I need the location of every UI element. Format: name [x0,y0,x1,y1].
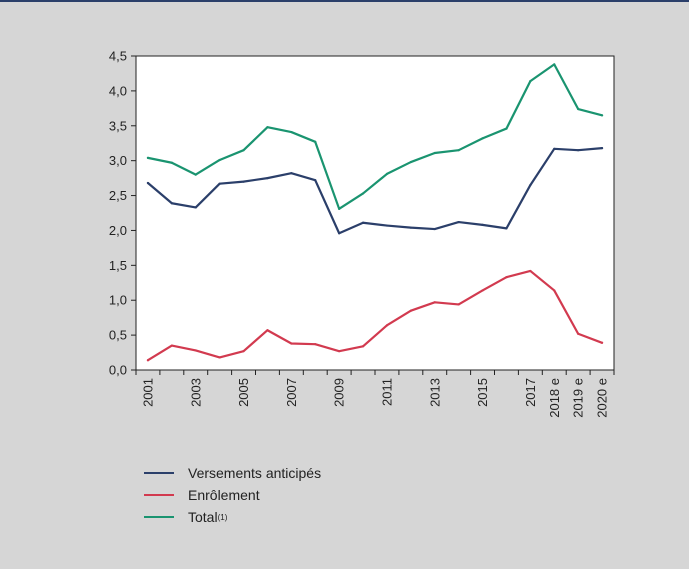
data-point [577,149,580,152]
data-point [385,324,389,327]
legend-item-enrolement: Enrôlement [144,484,321,506]
data-point [481,223,484,226]
x-tick-label: 2003 [188,378,203,407]
data-point [314,140,317,143]
data-point [481,137,484,140]
data-point [290,172,293,175]
data-point [481,289,484,292]
x-tick-label: 2019 e [571,378,586,418]
data-point [290,130,293,134]
data-point [385,224,389,227]
data-point [170,202,173,205]
data-point [409,309,412,312]
x-tick-label: 2011 [379,378,394,406]
data-point [553,63,556,66]
x-tick-label: 2009 [332,378,347,407]
data-point [194,206,197,209]
data-point [170,161,173,164]
data-point [529,183,532,187]
data-point [146,156,150,159]
data-point [553,147,556,150]
data-point [505,276,508,279]
y-tick-label: 0,0 [109,363,127,378]
data-point [314,179,317,182]
data-point [505,227,508,230]
data-point [338,232,341,235]
data-point [385,172,389,176]
y-tick-label: 2,0 [109,223,127,238]
data-point [361,221,365,224]
data-point [529,269,532,273]
data-point [218,356,221,359]
plot-area [135,55,615,371]
data-point [266,126,269,129]
data-point [146,181,150,185]
y-tick-label: 0,5 [109,328,127,343]
y-tick-label: 4,0 [109,83,127,98]
data-point [266,177,269,180]
y-tick-label: 3,0 [109,153,127,168]
data-point [314,343,317,346]
data-point [433,301,436,304]
legend-swatch-enrolement [144,494,174,496]
data-point [218,158,221,162]
data-point [218,182,221,185]
data-point [505,127,508,130]
data-point [194,173,197,176]
x-tick-label: 2017 [523,378,538,407]
legend-swatch-versements [144,472,174,474]
data-point [553,289,556,292]
y-tick-label: 4,5 [109,49,127,64]
data-point [600,114,604,117]
data-point [361,345,365,348]
data-point [242,180,245,183]
series-line-0 [146,147,604,235]
data-point [457,149,460,152]
data-point [457,303,460,306]
data-point [433,151,436,155]
legend-item-total: Total (1) [144,506,321,528]
series-line-1 [146,269,604,362]
y-tick-label: 3,5 [109,118,127,133]
x-tick-label: 2020 e [595,378,610,418]
x-tick-label: 2005 [236,378,251,407]
legend-label-total: Total [188,509,218,525]
legend-label-versements: Versements anticipés [188,465,322,481]
data-point [457,220,460,224]
x-tick-label: 2013 [427,378,442,407]
data-point [194,349,197,352]
legend-label-enrolement: Enrôlement [188,487,260,503]
data-point [433,227,436,231]
data-point [409,226,412,229]
chart-legend: Versements anticipés Enrôlement Total (1… [144,462,321,528]
data-point [577,107,580,111]
data-point [242,350,245,353]
legend-item-versements: Versements anticipés [144,462,321,484]
legend-footnote-total: (1) [217,512,228,522]
x-tick-label: 2001 [140,378,155,407]
data-point [290,342,293,345]
y-tick-label: 2,5 [109,188,127,203]
x-tick-label: 2015 [475,378,490,407]
y-tick-label: 1,0 [109,293,127,308]
data-point [361,192,365,195]
data-point [170,344,173,347]
y-tick-label: 1,5 [109,258,127,273]
data-point [409,160,412,164]
legend-swatch-total [144,516,174,518]
x-tick-label: 2018 e [547,378,562,418]
series-line-2 [146,63,604,210]
data-point [242,149,245,152]
x-tick-label: 2007 [284,378,299,407]
data-point [338,350,341,353]
data-point [600,147,604,150]
data-point [266,329,269,332]
data-point [577,332,580,335]
data-point [600,341,604,344]
data-point [146,359,150,362]
data-point [338,207,341,210]
data-point [529,80,532,83]
